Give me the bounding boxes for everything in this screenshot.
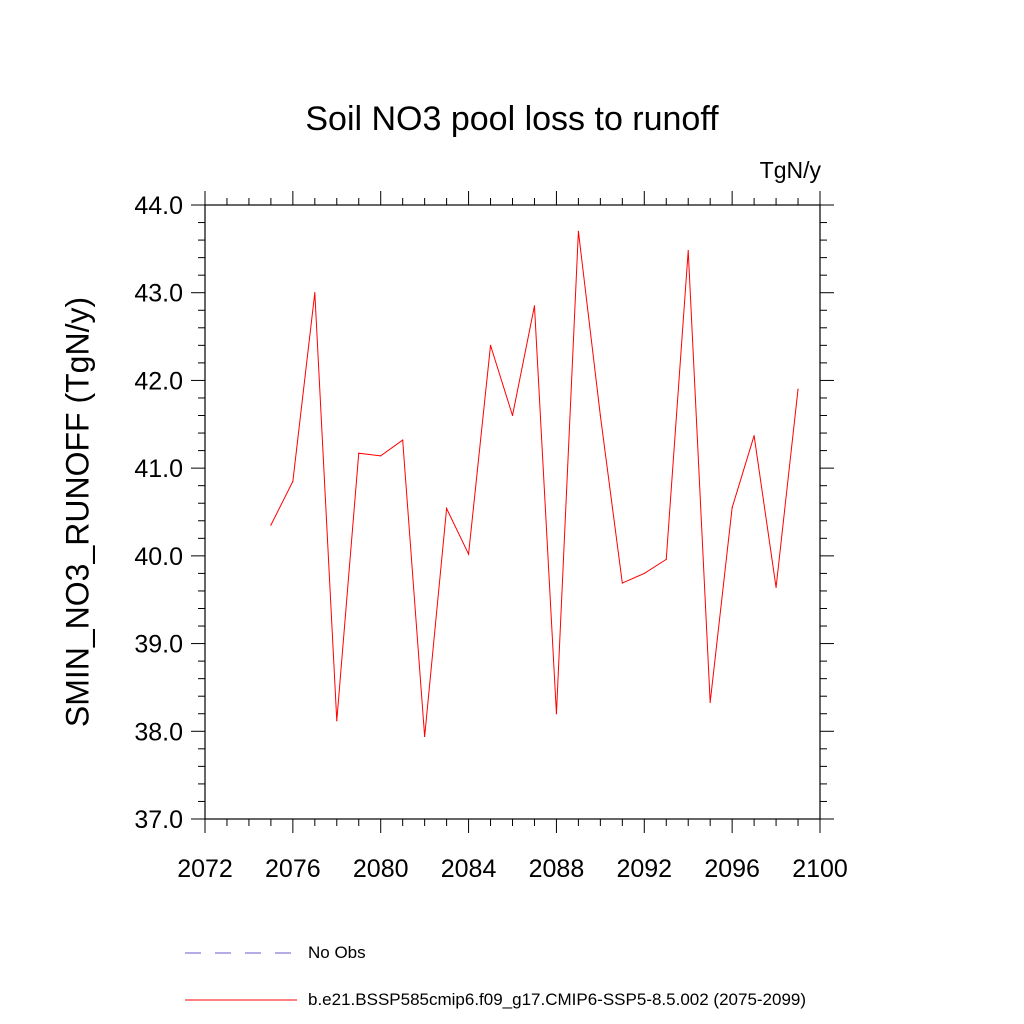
y-tick-label: 43.0 — [134, 280, 183, 308]
data-point — [797, 388, 799, 390]
legend-label-no-obs: No Obs — [308, 943, 366, 962]
x-tick-label: 2080 — [353, 855, 409, 883]
data-point — [775, 586, 777, 589]
data-point — [489, 344, 492, 346]
data-point — [380, 455, 382, 457]
x-tick-label: 2076 — [265, 855, 321, 883]
data-point — [643, 572, 645, 575]
x-tick-label: 2096 — [704, 855, 760, 883]
plot-frame — [204, 204, 821, 820]
x-tick-label: 2084 — [441, 855, 497, 883]
data-point — [270, 524, 272, 526]
x-tick-label: 2072 — [177, 855, 233, 883]
data-point — [446, 507, 448, 510]
data-point — [314, 292, 316, 294]
legend-swatch-solid — [185, 999, 297, 1001]
data-point — [621, 582, 623, 584]
data-point — [665, 558, 667, 560]
y-tick-label: 38.0 — [134, 718, 183, 746]
legend-item-model-run — [185, 990, 305, 1010]
legend-label-model-run: b.e21.BSSP585cmip6.f09_g17.CMIP6-SSP5-8.… — [308, 990, 807, 1009]
data-point — [687, 250, 689, 252]
x-tick-label: 2092 — [616, 855, 672, 883]
data-point — [467, 553, 470, 555]
legend-item-no-obs — [185, 943, 295, 963]
data-point — [555, 713, 558, 715]
data-point — [424, 735, 426, 738]
data-point — [533, 305, 536, 307]
legend-swatch-dashed — [185, 952, 293, 954]
chart-title: Soil NO3 pool loss to runoff — [305, 100, 719, 138]
y-tick-label: 44.0 — [134, 192, 183, 220]
units-label: TgN/y — [759, 157, 821, 183]
data-point — [336, 720, 338, 722]
x-tick-label: 2100 — [792, 855, 848, 883]
x-tick-label: 2088 — [529, 855, 585, 883]
y-tick-label: 39.0 — [134, 631, 183, 659]
data-point — [577, 230, 579, 232]
data-point — [731, 507, 733, 509]
y-tick-label: 37.0 — [134, 806, 183, 834]
data-point — [599, 414, 601, 417]
data-point — [511, 414, 514, 417]
y-tick-label: 41.0 — [134, 455, 183, 483]
y-tick-label: 42.0 — [134, 367, 183, 395]
data-point — [358, 452, 360, 454]
series-line — [270, 231, 799, 737]
data-point — [292, 480, 294, 482]
data-point — [709, 701, 711, 703]
y-tick-label: 40.0 — [134, 543, 183, 571]
data-point — [402, 439, 404, 441]
data-point — [753, 435, 755, 437]
